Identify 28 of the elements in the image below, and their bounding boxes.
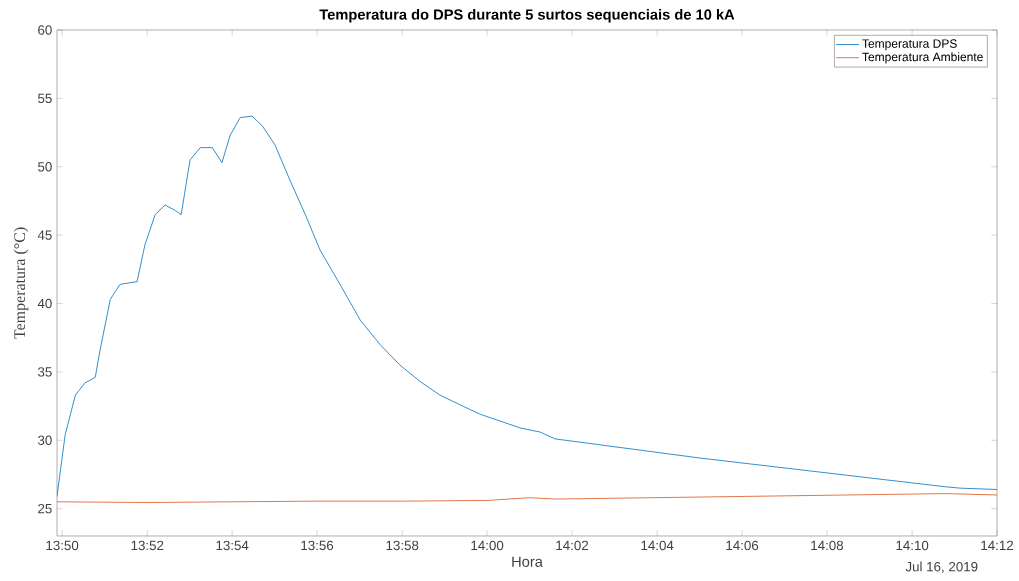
x-tick-label: 14:06 xyxy=(726,540,759,551)
y-tick-label: 35 xyxy=(37,367,52,377)
x-tick-label: 13:54 xyxy=(216,540,249,551)
x-tick-label: 14:12 xyxy=(981,540,1014,551)
y-tick-label: 40 xyxy=(37,298,52,309)
y-axis-title: Temperatura (°C) xyxy=(13,227,29,339)
y-tick-label: 55 xyxy=(38,93,52,104)
y-tick-label: 60 xyxy=(38,25,52,35)
y-tick-label: 30 xyxy=(37,435,52,445)
line-series xyxy=(57,493,998,503)
x-axis-title: Hora xyxy=(512,556,543,567)
legend-label: Temperatura DPS xyxy=(862,39,957,51)
x-tick-label: 14:10 xyxy=(896,540,929,551)
y-tick-label: 45 xyxy=(37,230,52,240)
x-tick-label: 13:52 xyxy=(131,540,164,551)
x-tick-label: 13:56 xyxy=(301,540,334,551)
x-tick-label: 14:02 xyxy=(556,540,589,551)
x-tick-label: 13:50 xyxy=(46,540,79,551)
y-tick-label: 50 xyxy=(38,162,52,172)
chart-title: Temperatura do DPS durante 5 surtos sequenciais de 10 kA xyxy=(319,8,735,23)
legend-label: Temperatura Ambiente xyxy=(862,52,983,64)
text: Jul 16, 2019 xyxy=(905,561,978,573)
x-tick-label: 14:00 xyxy=(471,540,504,551)
y-tick-label: 25 xyxy=(38,503,52,514)
x-tick-label: 13:58 xyxy=(386,540,419,551)
x-tick-label: 14:04 xyxy=(641,540,674,551)
line-series xyxy=(57,115,998,497)
x-tick-label: 14:08 xyxy=(811,540,844,551)
